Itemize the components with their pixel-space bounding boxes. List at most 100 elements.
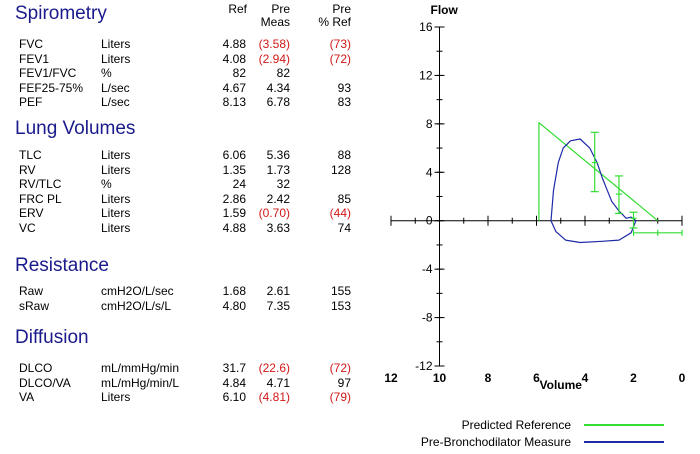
cell-meas: 3.63 xyxy=(266,221,290,235)
cell-unit: mL/mmHg/min xyxy=(101,361,180,375)
cell-pct: (73) xyxy=(329,37,351,51)
cell-meas: 2.42 xyxy=(266,191,290,206)
cell-unit: cmH2O/L/s/L xyxy=(101,298,172,313)
cell-meas: 4.71 xyxy=(266,375,290,390)
cell-unit: Liters xyxy=(101,221,131,235)
x-tick-label: 12 xyxy=(384,371,398,385)
cell-meas: (0.70) xyxy=(258,206,290,221)
cell-ref: 6.06 xyxy=(222,148,246,162)
cell-pct: (44) xyxy=(329,206,351,221)
chart-axes xyxy=(391,27,682,366)
cell-name: sRaw xyxy=(19,298,50,313)
cell-pct: (72) xyxy=(329,51,351,66)
chart-legend: Predicted Reference Pre-Bronchodilator Me… xyxy=(421,418,664,449)
x-tick-label: 4 xyxy=(582,371,589,385)
cell-name: ERV xyxy=(19,206,44,221)
y-tick-label: 0 xyxy=(426,214,433,228)
cell-meas: (2.94) xyxy=(258,51,290,66)
cell-unit: Liters xyxy=(101,191,131,206)
cell-ref: 1.59 xyxy=(222,206,246,221)
cell-meas: 1.73 xyxy=(266,162,290,177)
cell-name: FEV1 xyxy=(19,51,50,66)
cell-name: FEV1/FVC xyxy=(19,66,77,81)
cell-ref: 4.88 xyxy=(222,221,246,235)
cell-ref: 4.08 xyxy=(222,51,246,66)
cell-meas: 6.78 xyxy=(266,95,290,110)
cell-ref: 4.67 xyxy=(222,80,246,95)
cell-pct: 85 xyxy=(337,191,351,206)
cell-name: Raw xyxy=(19,284,44,298)
chart-series xyxy=(538,122,659,244)
cell-unit: Liters xyxy=(101,390,131,405)
cell-unit: Liters xyxy=(101,148,131,162)
cell-pct: 74 xyxy=(337,221,351,235)
cell-ref: 4.80 xyxy=(222,298,246,313)
y-tick-label: -8 xyxy=(422,311,433,325)
header-pre-pct-ref: Pre% Ref xyxy=(318,2,351,29)
legend-label-0: Predicted Reference xyxy=(462,418,572,432)
y-axis-label: Flow xyxy=(431,3,459,17)
cell-ref: 1.68 xyxy=(222,284,246,298)
cell-pct: 128 xyxy=(330,162,351,177)
cell-name: FRC PL xyxy=(19,191,62,206)
cell-pct: 155 xyxy=(330,284,351,298)
cell-pct: 97 xyxy=(337,375,351,390)
x-tick-label: 8 xyxy=(485,371,492,385)
section-title-0: Spirometry xyxy=(15,3,107,24)
cell-ref: 31.7 xyxy=(222,361,246,375)
cell-meas: 82 xyxy=(276,66,290,81)
cell-meas: (22.6) xyxy=(258,361,290,375)
cell-name: FEF25-75% xyxy=(19,80,84,95)
cell-meas: (4.81) xyxy=(258,390,290,405)
cell-pct: 83 xyxy=(337,95,351,110)
cell-meas: 4.34 xyxy=(266,80,290,95)
cell-pct: 93 xyxy=(337,80,351,95)
section-title-1: Lung Volumes xyxy=(15,118,136,139)
cell-unit: L/sec xyxy=(101,80,130,95)
cell-unit: mL/mHg/min/L xyxy=(101,375,180,390)
cell-pct: (72) xyxy=(329,361,351,375)
y-tick-label: -4 xyxy=(422,262,433,276)
cell-unit: % xyxy=(101,177,112,192)
x-tick-label: 6 xyxy=(533,371,540,385)
cell-unit: Liters xyxy=(101,37,131,51)
cell-name: VC xyxy=(19,221,36,235)
section-title-3: Diffusion xyxy=(15,327,89,348)
cell-name: VA xyxy=(19,390,35,405)
cell-ref: 4.84 xyxy=(222,375,246,390)
cell-pct: 153 xyxy=(330,298,351,313)
cell-ref: 82 xyxy=(232,66,246,81)
cell-unit: L/sec xyxy=(101,95,130,110)
cell-unit: % xyxy=(101,66,112,81)
cell-name: TLC xyxy=(19,148,42,162)
cell-meas: (3.58) xyxy=(258,37,290,51)
cell-ref: 2.86 xyxy=(222,191,246,206)
x-tick-label: 2 xyxy=(630,371,637,385)
y-tick-label: 8 xyxy=(426,117,433,131)
chart-error-bars xyxy=(590,131,683,236)
series-line-predicted-reference xyxy=(538,122,659,222)
cell-name: RV/TLC xyxy=(19,177,62,192)
x-tick-label: 0 xyxy=(679,371,686,385)
cell-ref: 24 xyxy=(232,177,246,192)
cell-unit: Liters xyxy=(101,51,131,66)
cell-name: RV xyxy=(19,162,36,177)
y-tick-label: 4 xyxy=(426,165,433,179)
section-title-2: Resistance xyxy=(15,255,109,276)
cell-meas: 32 xyxy=(276,177,290,192)
x-axis-label: Volume xyxy=(540,378,583,392)
cell-meas: 2.61 xyxy=(266,284,290,298)
cell-ref: 4.88 xyxy=(222,37,246,51)
y-tick-label: 16 xyxy=(419,20,433,34)
cell-meas: 5.36 xyxy=(266,148,290,162)
cell-name: DLCO/VA xyxy=(19,375,71,390)
x-tick-label: 10 xyxy=(433,371,447,385)
header-pre-meas: Pre Meas xyxy=(260,2,290,29)
header-ref: Ref xyxy=(228,2,247,16)
cell-ref: 1.35 xyxy=(222,162,246,177)
y-tick-label: -12 xyxy=(415,359,433,373)
cell-unit: Liters xyxy=(101,206,131,221)
series-line-pre-bronchodilator xyxy=(550,138,637,244)
cell-name: FVC xyxy=(19,37,43,51)
